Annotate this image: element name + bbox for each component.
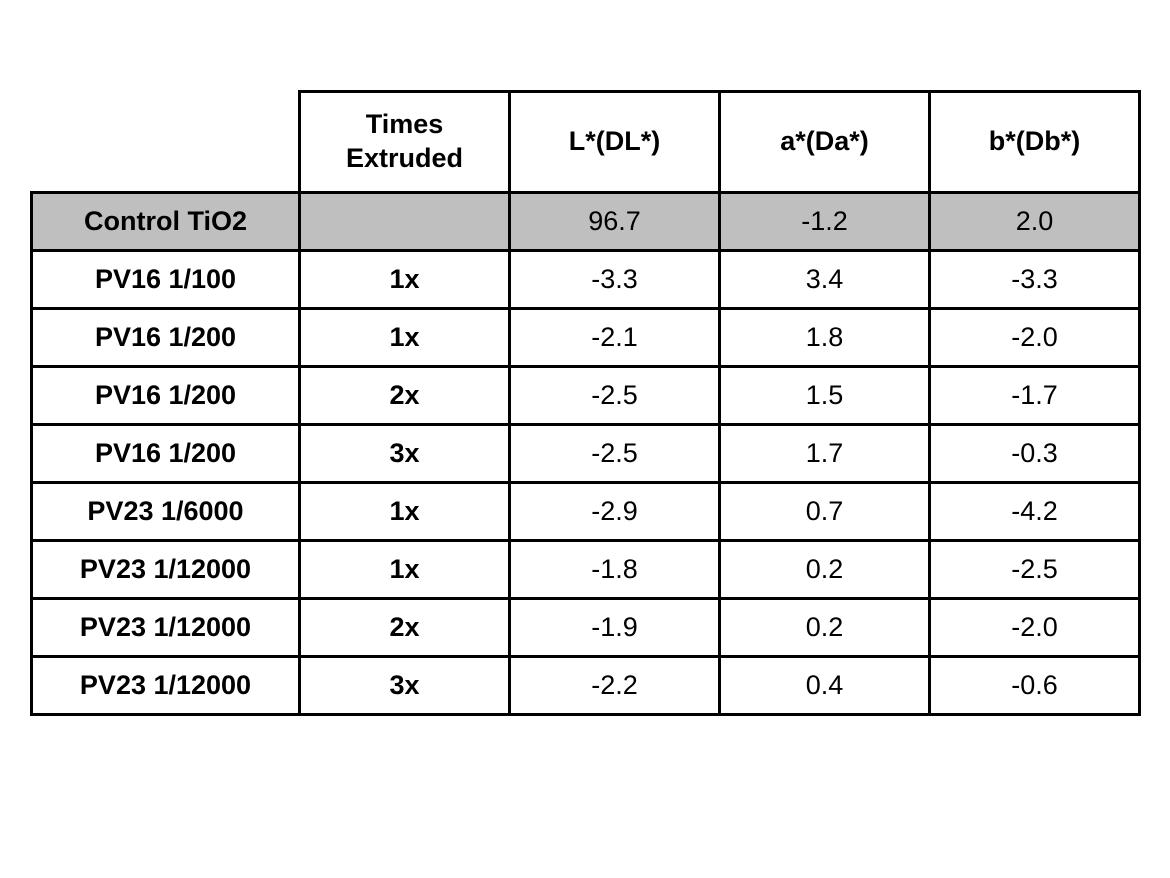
table-row: Control TiO2 96.7 -1.2 2.0 [32,193,1140,251]
table-row: PV16 1/100 1x -3.3 3.4 -3.3 [32,251,1140,309]
cell-b: -2.5 [930,541,1140,599]
cell-b: -2.0 [930,309,1140,367]
cell-a: 0.2 [720,599,930,657]
cell-l: -2.9 [510,483,720,541]
cell-times: 2x [300,367,510,425]
cell-b: -0.6 [930,657,1140,715]
table-row: PV23 1/12000 1x -1.8 0.2 -2.5 [32,541,1140,599]
row-label: PV16 1/200 [32,367,300,425]
row-label: PV23 1/12000 [32,599,300,657]
cell-b: -4.2 [930,483,1140,541]
header-l-dl: L*(DL*) [510,92,720,193]
cell-a: 1.8 [720,309,930,367]
cell-a: 0.2 [720,541,930,599]
table-row: PV16 1/200 2x -2.5 1.5 -1.7 [32,367,1140,425]
color-data-table: TimesExtruded L*(DL*) a*(Da*) b*(Db*) Co… [30,90,1141,716]
cell-l: -2.5 [510,367,720,425]
cell-a: 1.5 [720,367,930,425]
cell-l: -2.5 [510,425,720,483]
cell-a: 0.7 [720,483,930,541]
cell-a: 0.4 [720,657,930,715]
cell-times: 3x [300,657,510,715]
cell-b: 2.0 [930,193,1140,251]
cell-times: 1x [300,483,510,541]
table-row: PV23 1/12000 2x -1.9 0.2 -2.0 [32,599,1140,657]
cell-b: -2.0 [930,599,1140,657]
cell-times: 1x [300,251,510,309]
cell-l: 96.7 [510,193,720,251]
cell-l: -1.9 [510,599,720,657]
row-label: PV16 1/200 [32,309,300,367]
cell-times: 1x [300,309,510,367]
cell-l: -1.8 [510,541,720,599]
header-blank [32,92,300,193]
header-b-db: b*(Db*) [930,92,1140,193]
cell-a: 1.7 [720,425,930,483]
row-label: PV23 1/12000 [32,657,300,715]
table-row: PV23 1/12000 3x -2.2 0.4 -0.6 [32,657,1140,715]
table-row: PV16 1/200 3x -2.5 1.7 -0.3 [32,425,1140,483]
row-label: PV16 1/200 [32,425,300,483]
row-label: PV23 1/6000 [32,483,300,541]
row-label: PV16 1/100 [32,251,300,309]
table-row: PV16 1/200 1x -2.1 1.8 -2.0 [32,309,1140,367]
cell-b: -3.3 [930,251,1140,309]
header-times-extruded: TimesExtruded [300,92,510,193]
cell-b: -1.7 [930,367,1140,425]
cell-times: 1x [300,541,510,599]
cell-times: 2x [300,599,510,657]
row-label: Control TiO2 [32,193,300,251]
cell-b: -0.3 [930,425,1140,483]
header-a-da: a*(Da*) [720,92,930,193]
cell-l: -2.2 [510,657,720,715]
cell-times: 3x [300,425,510,483]
table-row: PV23 1/6000 1x -2.9 0.7 -4.2 [32,483,1140,541]
cell-l: -3.3 [510,251,720,309]
cell-times [300,193,510,251]
cell-l: -2.1 [510,309,720,367]
header-times-line1: TimesExtruded [346,109,463,173]
table-header-row: TimesExtruded L*(DL*) a*(Da*) b*(Db*) [32,92,1140,193]
cell-a: 3.4 [720,251,930,309]
cell-a: -1.2 [720,193,930,251]
row-label: PV23 1/12000 [32,541,300,599]
